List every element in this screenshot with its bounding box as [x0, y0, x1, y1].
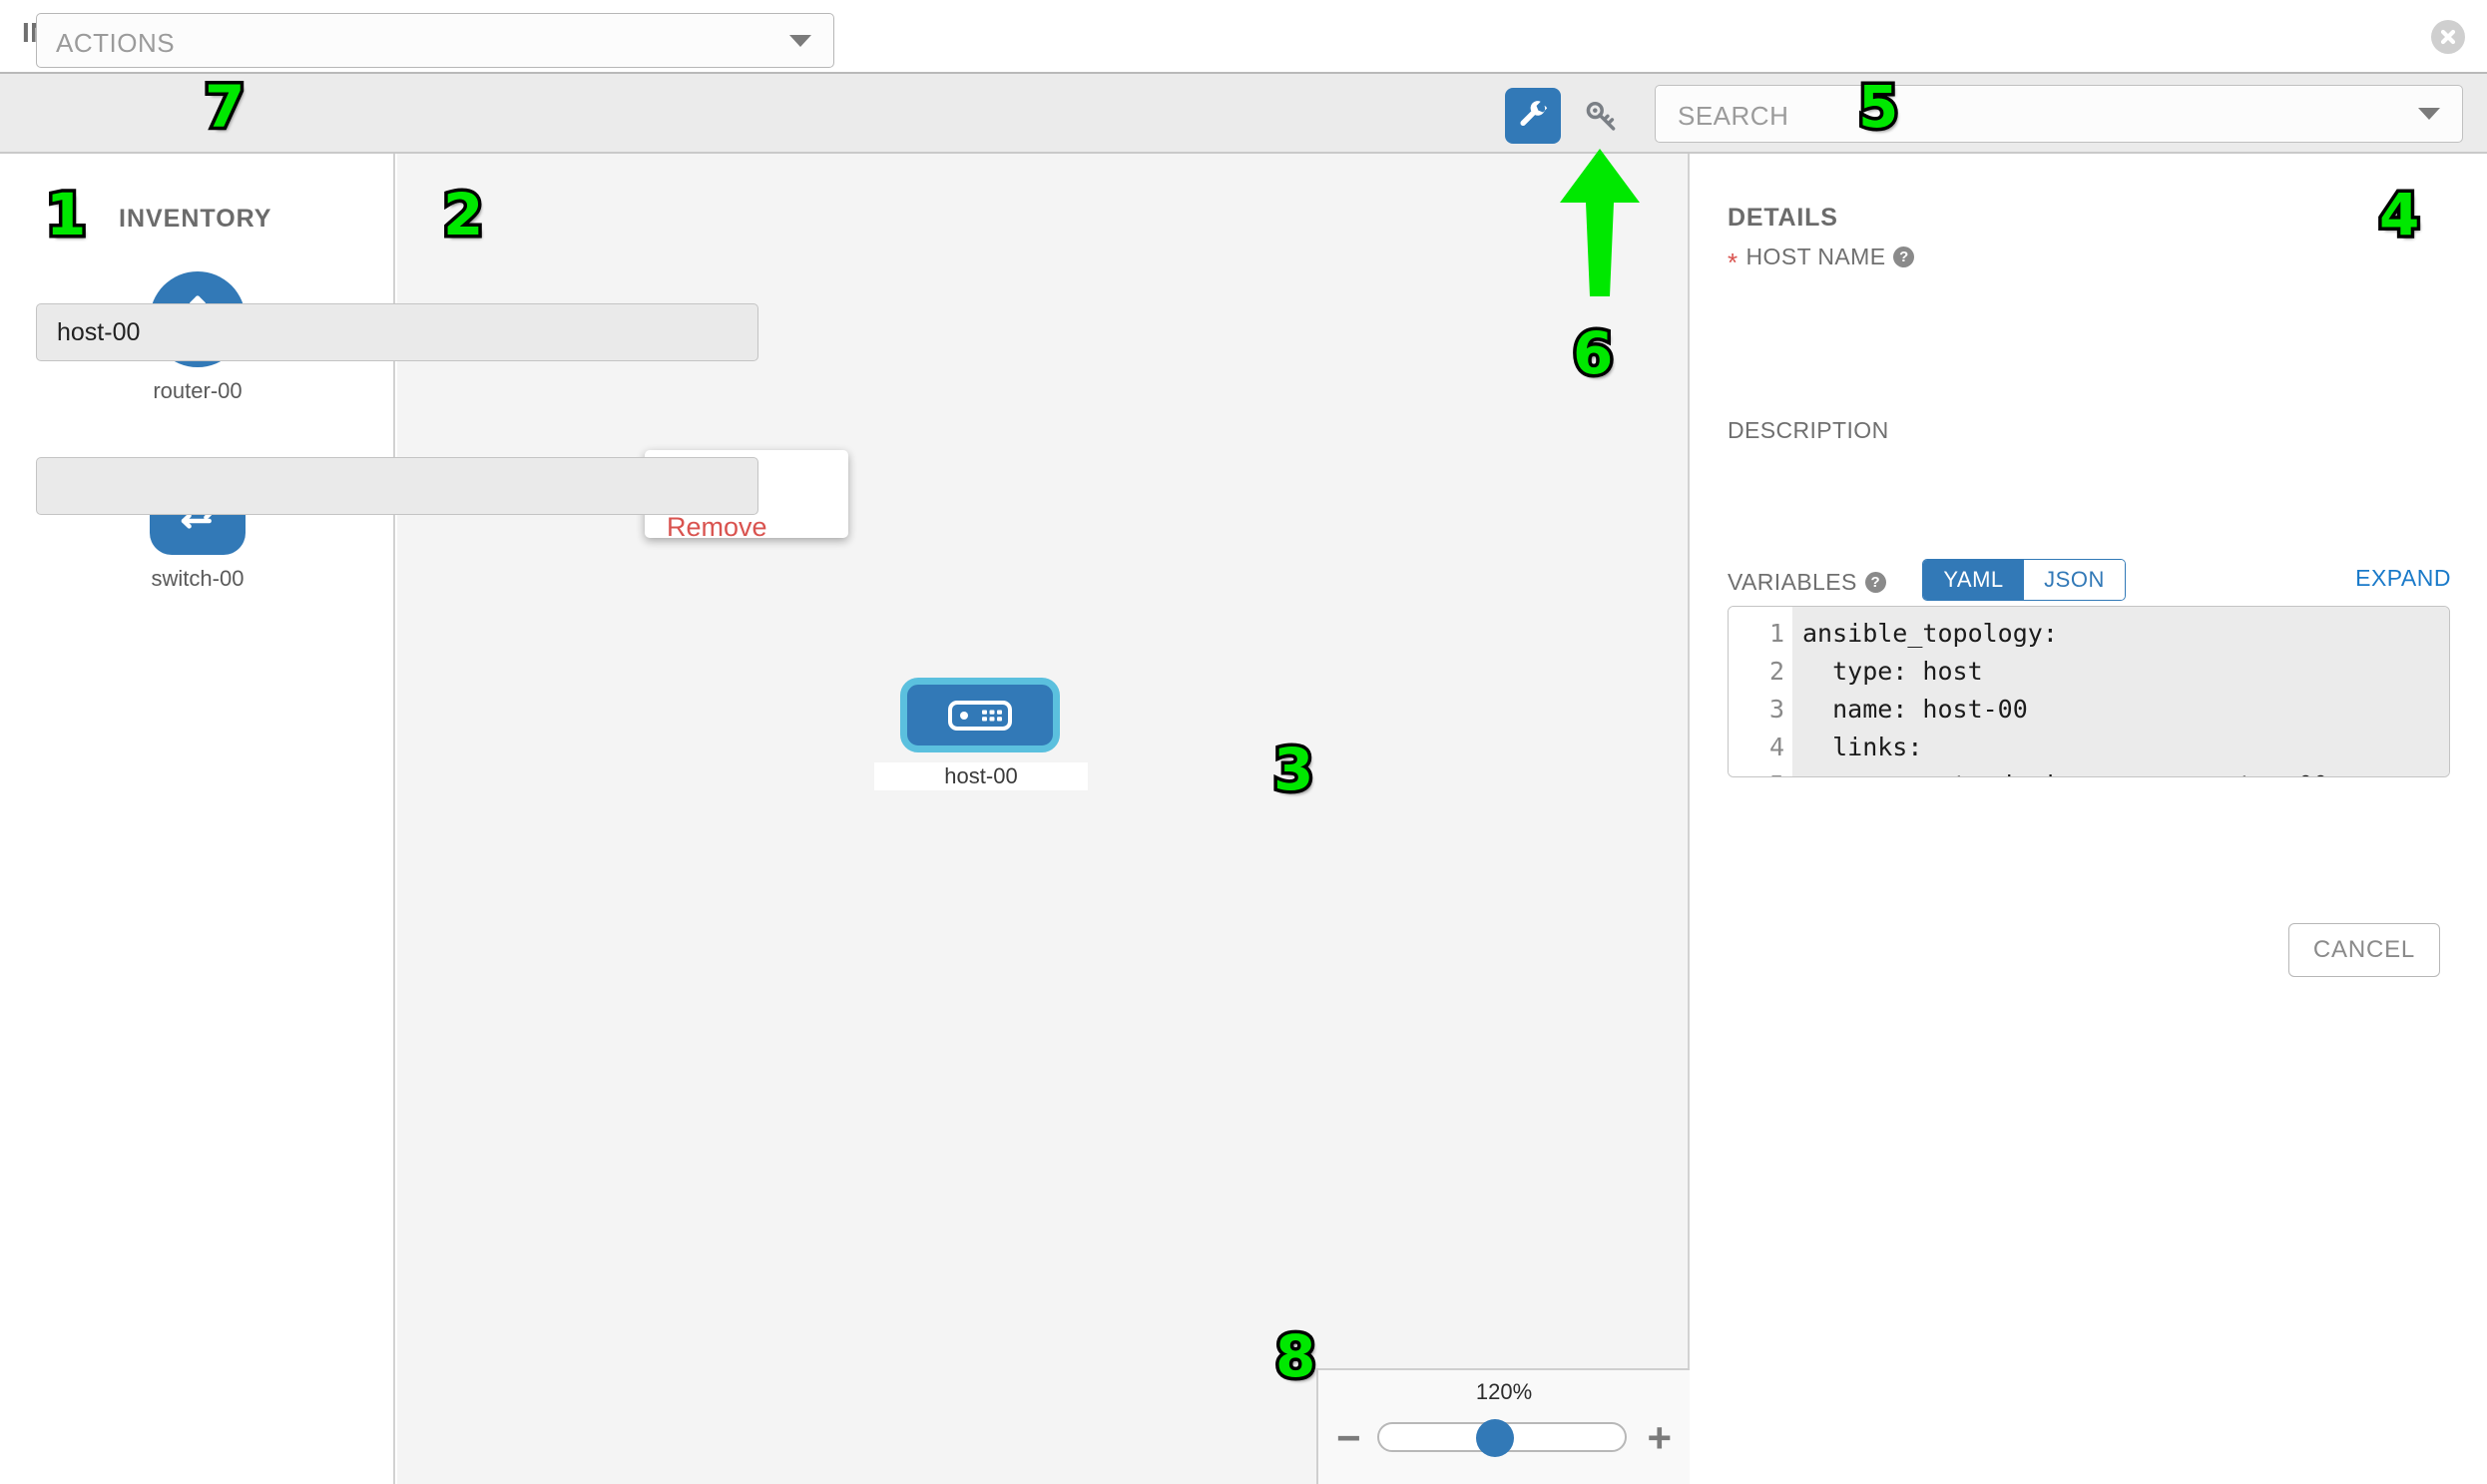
actions-dropdown[interactable]: ACTIONS [36, 13, 834, 68]
close-icon[interactable] [2431, 20, 2465, 54]
code-line: name: host-00 [1802, 695, 2028, 724]
variables-label-text: VARIABLES [1728, 569, 1857, 595]
chevron-down-icon[interactable] [2418, 108, 2440, 120]
chevron-down-icon [789, 34, 811, 47]
code-line-number: 4 [1768, 733, 1784, 761]
actions-dropdown-label: ACTIONS [56, 28, 176, 58]
zoom-in-button[interactable]: + [1647, 1414, 1672, 1461]
host-name-label: * HOST NAME ? [1728, 244, 1915, 275]
tab-json[interactable]: JSON [2024, 560, 2125, 600]
description-label: DESCRIPTION [1728, 417, 1889, 444]
key-icon[interactable] [1575, 90, 1627, 142]
wrench-icon[interactable] [1505, 88, 1561, 144]
details-panel: DETAILS [1692, 154, 2487, 1484]
code-line: - remote_device_name: router-00 [1802, 766, 2449, 776]
variables-label: VARIABLES ? [1728, 569, 1886, 596]
code-line: links: [1802, 733, 1923, 761]
zoom-level-label: 120% [1475, 1379, 1533, 1404]
cancel-button[interactable]: CANCEL [2288, 923, 2440, 977]
code-line-number: 3 [1768, 695, 1784, 724]
description-label-text: DESCRIPTION [1728, 417, 1889, 443]
help-icon[interactable]: ? [1893, 247, 1915, 267]
inventory-title: INVENTORY [119, 205, 272, 233]
inventory-item-label: switch-00 [151, 566, 245, 591]
expand-link[interactable]: EXPAND [2355, 565, 2451, 591]
code-line: type: host [1802, 657, 1983, 686]
zoom-widget[interactable]: 120% − + [1316, 1368, 1690, 1484]
details-title: DETAILS [1728, 204, 1838, 232]
code-line-number: 1 [1768, 619, 1784, 648]
topology-node-host[interactable] [900, 678, 1060, 752]
description-field[interactable] [36, 457, 758, 515]
code-line-number: 5 [1729, 766, 1784, 776]
topology-canvas[interactable]: host-00 Details Remove [397, 154, 1690, 1484]
context-menu-item-remove[interactable]: Remove [667, 512, 767, 542]
search-input[interactable]: SEARCH [1655, 85, 2463, 143]
variables-format-toggle[interactable]: YAML JSON [1922, 559, 2126, 601]
zoom-slider-thumb[interactable] [1476, 1419, 1515, 1457]
host-name-label-text: HOST NAME [1745, 244, 1886, 269]
host-name-field[interactable] [36, 303, 758, 361]
code-content[interactable]: ansible_topology: type: host name: host-… [1792, 607, 2449, 776]
tab-yaml[interactable]: YAML [1923, 560, 2024, 600]
inventory-item-label: router-00 [153, 378, 243, 403]
code-line-number: 2 [1768, 657, 1784, 686]
zoom-slider[interactable] [1377, 1419, 1627, 1457]
zoom-out-button[interactable]: − [1336, 1414, 1361, 1461]
topology-node-label: host-00 [874, 762, 1088, 790]
server-icon [948, 700, 1012, 731]
search-placeholder-label: SEARCH [1678, 101, 1789, 131]
code-line: ansible_topology: [1802, 619, 2058, 648]
help-icon[interactable]: ? [1864, 572, 1886, 593]
